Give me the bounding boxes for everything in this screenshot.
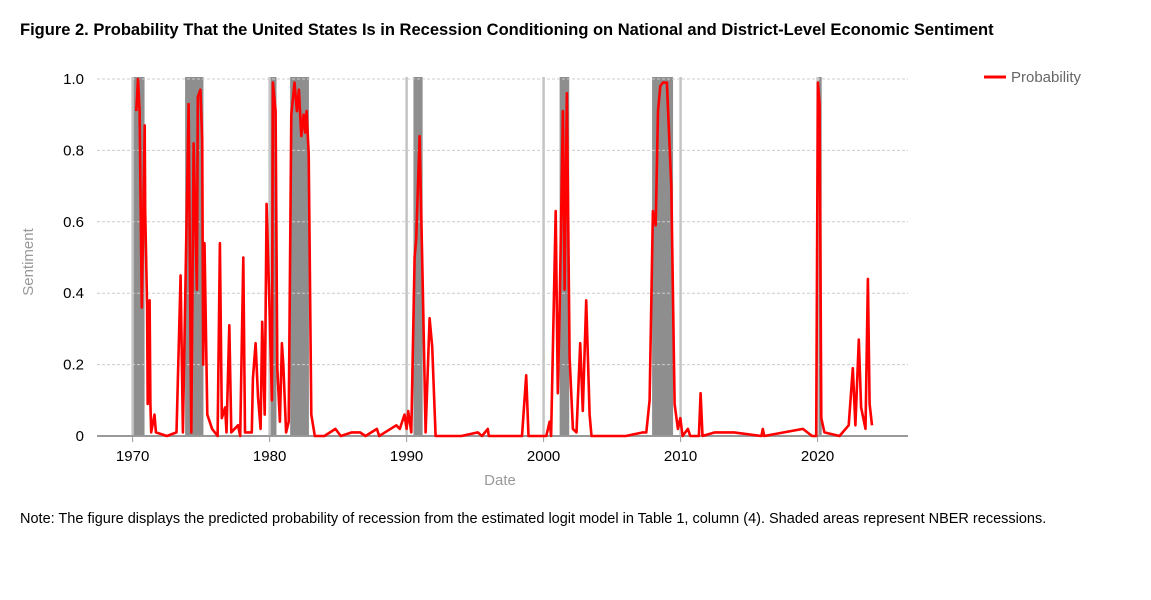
x-axis-label: Date: [484, 472, 516, 489]
y-tick-labels: 0 0.2 0.4 0.6 0.8 1.0: [63, 71, 84, 445]
y-tick-label: 0.6: [63, 214, 84, 231]
chart-title: Figure 2. Probability That the United St…: [20, 21, 994, 39]
x-tick-label: 1980: [253, 448, 286, 465]
y-tick-label: 0.2: [63, 357, 84, 374]
y-tick-label: 0: [76, 428, 84, 445]
x-tick-label: 2000: [527, 448, 560, 465]
recession-band: [413, 77, 423, 436]
legend: Probability: [984, 69, 1082, 86]
x-tick-label: 1990: [390, 448, 423, 465]
y-tick-label: 0.4: [63, 285, 84, 302]
vertical-gridlines: [131, 77, 819, 436]
y-tick-label: 1.0: [63, 71, 84, 88]
legend-label: Probability: [1011, 69, 1082, 86]
figure-note: Note: The figure displays the predicted …: [20, 511, 1047, 527]
recession-band: [290, 77, 309, 436]
recession-shading: [131, 77, 822, 436]
y-axis-label: Sentiment: [20, 227, 37, 295]
recession-probability-chart: 0 0.2 0.4 0.6 0.8 1.0 1970 1980 1990 2000 2010 202…: [20, 69, 1082, 489]
y-tick-label: 0.8: [63, 142, 84, 159]
x-tick-label: 2010: [664, 448, 697, 465]
x-tick-label: 2020: [801, 448, 834, 465]
x-tick-label: 1970: [116, 448, 149, 465]
x-tick-labels: 1970 1980 1990 2000 2010 2020: [116, 448, 834, 465]
series-line-probability: [135, 77, 874, 438]
series-lines: [135, 77, 874, 438]
horizontal-gridlines: [97, 78, 908, 366]
